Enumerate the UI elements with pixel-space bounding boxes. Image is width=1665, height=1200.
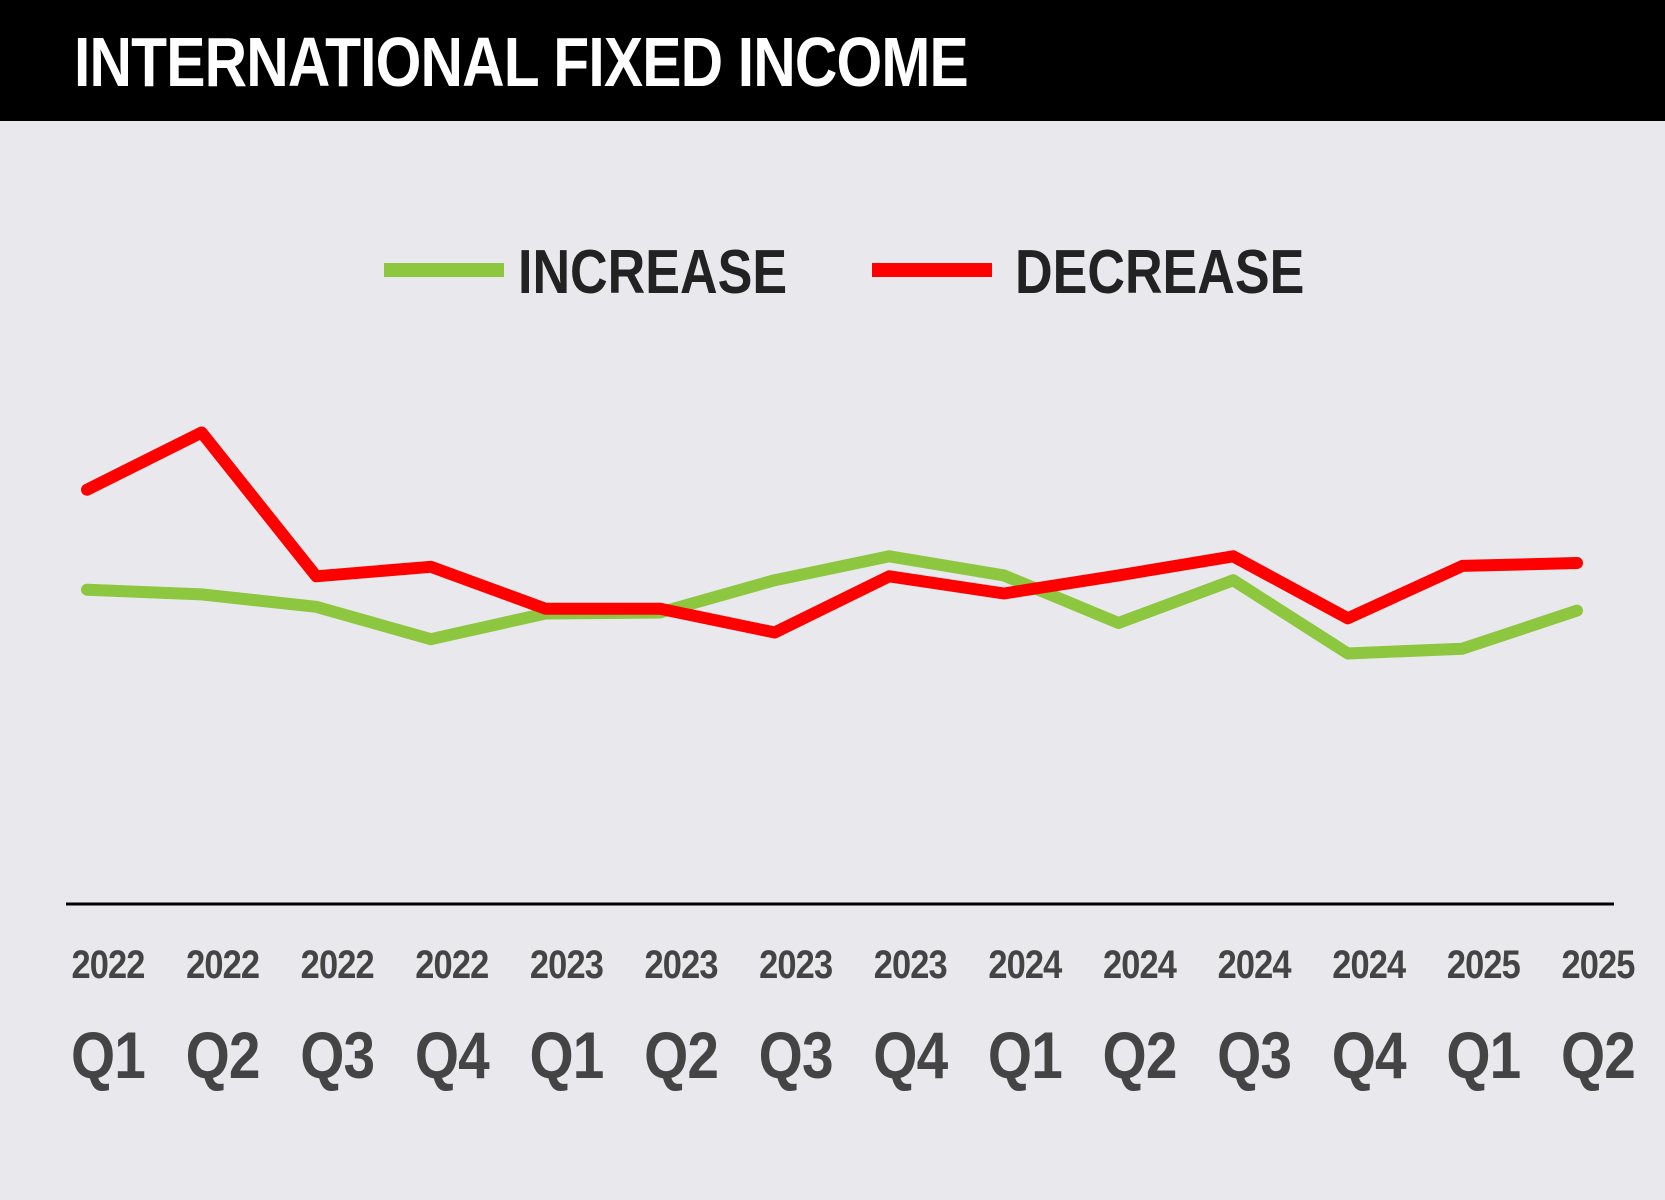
- tick-label-year: 2023: [530, 942, 603, 987]
- legend: INCREASE DECREASE: [384, 238, 1304, 307]
- series-lines: [81, 426, 1583, 660]
- tick-label-year: 2024: [988, 942, 1062, 987]
- tick-label-quarter: Q2: [186, 1019, 260, 1093]
- tick-label-year: 2022: [186, 942, 259, 987]
- tick-label-year: 2022: [301, 942, 374, 987]
- chart-title: INTERNATIONAL FIXED INCOME: [74, 23, 969, 101]
- tick-label-quarter: Q1: [529, 1019, 603, 1093]
- tick-label-year: 2025: [1561, 942, 1634, 987]
- tick-label-year: 2023: [759, 942, 832, 987]
- tick-label-year: 2024: [1218, 942, 1292, 987]
- tick-label-quarter: Q3: [759, 1019, 833, 1093]
- tick-label-quarter: Q1: [988, 1019, 1062, 1093]
- tick-label-quarter: Q3: [300, 1019, 374, 1093]
- tick-label-year: 2023: [874, 942, 947, 987]
- tick-label-quarter: Q4: [873, 1019, 948, 1093]
- tick-label-quarter: Q2: [1561, 1019, 1635, 1093]
- tick-label-quarter: Q2: [644, 1019, 718, 1093]
- tick-label-quarter: Q1: [71, 1019, 145, 1093]
- tick-label-quarter: Q1: [1446, 1019, 1520, 1093]
- tick-label-year: 2023: [645, 942, 718, 987]
- tick-label-quarter: Q4: [415, 1019, 490, 1093]
- tick-label-year: 2022: [71, 942, 144, 987]
- tick-label-year: 2024: [1332, 942, 1406, 987]
- tick-label-quarter: Q2: [1103, 1019, 1177, 1093]
- series-line-increase: [81, 550, 1583, 660]
- legend-label-decrease: DECREASE: [1015, 238, 1304, 307]
- tick-label-year: 2024: [1103, 942, 1177, 987]
- x-axis-ticks: 2022 Q1 2022 Q2 2022 Q3 2022 Q4 2023 Q1 2023 Q2 2023…: [71, 942, 1636, 1093]
- series-line-decrease: [81, 426, 1583, 639]
- legend-label-increase: INCREASE: [518, 238, 787, 307]
- tick-label-year: 2022: [415, 942, 488, 987]
- tick-label-quarter: Q4: [1332, 1019, 1407, 1093]
- tick-label-quarter: Q3: [1217, 1019, 1291, 1093]
- tick-label-year: 2025: [1447, 942, 1520, 987]
- title-bar: INTERNATIONAL FIXED INCOME: [0, 0, 1665, 121]
